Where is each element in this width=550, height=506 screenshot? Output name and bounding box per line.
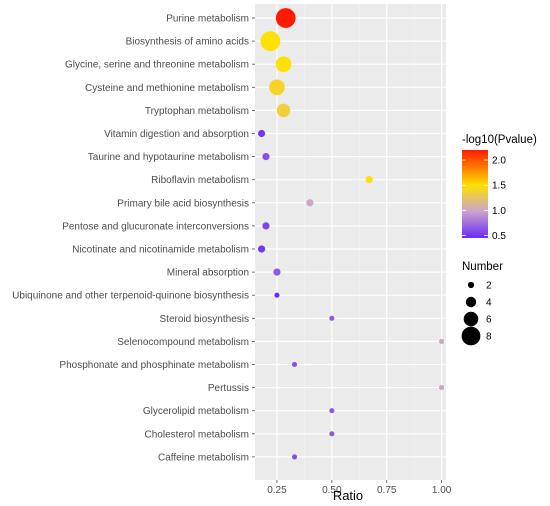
plot-panel: [255, 4, 446, 480]
size-legend: Number 2 4 6 8: [461, 261, 503, 346]
color-legend-label: 1.0: [492, 206, 506, 217]
category-label: Steroid biosynthesis: [160, 314, 250, 325]
color-legend: -log10(Pvalue) 2.0 1.5 1.0 0.5: [462, 134, 537, 242]
category-label: Cholesterol metabolism: [145, 429, 250, 440]
size-legend-dot: [463, 311, 479, 327]
size-legend-dot: [465, 296, 477, 308]
size-legend-label: 2: [486, 281, 492, 292]
category-label: Biosynthesis of amino acids: [126, 37, 249, 48]
category-label: Tryptophan metabolism: [145, 106, 249, 117]
data-point: [275, 8, 296, 28]
data-point: [306, 199, 314, 207]
x-axis-title: Ratio: [333, 488, 363, 503]
data-point: [275, 56, 292, 72]
color-legend-label: 0.5: [492, 231, 506, 242]
x-tick-label: 0.50: [322, 485, 342, 496]
category-label: Glycerolipid metabolism: [143, 406, 249, 417]
data-point: [329, 408, 335, 414]
data-point: [274, 292, 280, 298]
data-point: [269, 79, 285, 96]
data-point: [257, 129, 266, 138]
category-label: Ubiquinone and other terpenoid-quinone b…: [12, 291, 249, 302]
category-label: Pertussis: [208, 383, 249, 394]
category-label: Glycine, serine and threonine metabolism: [65, 60, 249, 71]
data-points: [257, 8, 445, 460]
data-point: [439, 385, 445, 391]
data-point: [365, 176, 373, 184]
data-point: [262, 153, 270, 161]
category-label: Selenocompound metabolism: [117, 337, 249, 348]
category-label: Vitamin digestion and absorption: [104, 129, 249, 140]
data-point: [329, 431, 335, 437]
category-label: Cysteine and methionine metabolism: [85, 83, 249, 94]
category-labels: Purine metabolism Biosynthesis of amino a…: [12, 14, 255, 463]
data-point: [276, 103, 291, 118]
data-point: [273, 268, 281, 276]
data-point: [439, 338, 445, 344]
category-label: Phosphonate and phosphinate metabolism: [59, 360, 249, 371]
x-tick-label: 0.25: [267, 485, 287, 496]
category-label: Nicotinate and nicotinamide metabolism: [72, 245, 249, 256]
color-legend-bar: [462, 150, 488, 238]
data-point: [262, 222, 270, 230]
data-point: [291, 454, 298, 460]
size-legend-dot: [461, 326, 481, 346]
data-point: [291, 361, 298, 368]
size-legend-label: 4: [486, 298, 492, 309]
data-point: [329, 315, 335, 321]
color-legend-label: 2.0: [492, 156, 506, 167]
x-axis-ticks: 0.25 0.50 0.75 1.00: [267, 480, 452, 496]
category-label: Purine metabolism: [166, 14, 249, 25]
size-legend-label: 8: [486, 332, 492, 343]
size-legend-dot: [467, 281, 475, 289]
data-point: [257, 245, 266, 253]
category-label: Riboflavin metabolism: [151, 175, 249, 186]
category-label: Primary bile acid biosynthesis: [117, 198, 249, 209]
category-label: Pentose and glucuronate interconversions: [62, 221, 249, 232]
x-tick-label: 1.00: [432, 485, 452, 496]
data-point: [260, 31, 281, 51]
category-label: Mineral absorption: [167, 268, 249, 279]
x-tick-label: 0.75: [377, 485, 397, 496]
category-label: Taurine and hypotaurine metabolism: [88, 152, 249, 163]
category-label: Caffeine metabolism: [158, 452, 249, 463]
color-legend-label: 1.5: [492, 181, 506, 192]
size-legend-label: 6: [486, 315, 492, 326]
color-legend-title: -log10(Pvalue): [462, 134, 537, 146]
size-legend-title: Number: [462, 261, 503, 273]
